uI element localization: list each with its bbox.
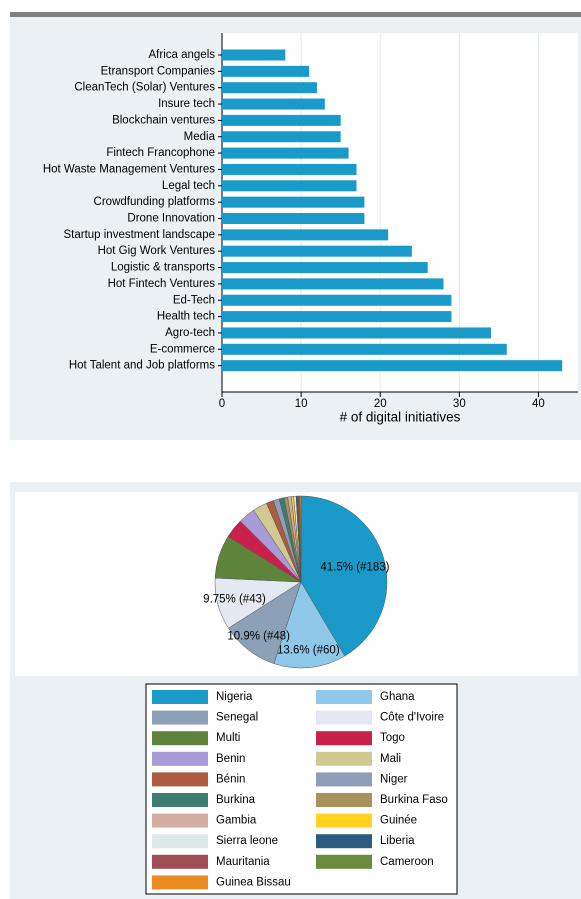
x-tick-label: 10 (295, 398, 308, 410)
legend-swatch (152, 751, 208, 766)
bar (222, 229, 389, 241)
legend-label: Senegal (216, 712, 258, 724)
legend-swatch (316, 793, 372, 807)
y-tick-label: Ed-Tech (173, 294, 215, 306)
y-tick-label: Insure tech (158, 98, 215, 110)
legend-label: Ghana (380, 691, 415, 703)
y-tick-label: Logistic & transports (111, 262, 215, 274)
bar (222, 65, 310, 77)
x-tick-label: 30 (453, 398, 466, 410)
bar (222, 49, 286, 61)
y-tick-label: Crowdfunding platforms (94, 196, 216, 208)
legend-label: Mali (380, 753, 401, 765)
legend-label: Benin (216, 753, 245, 765)
bar (222, 294, 452, 306)
pie-slice (299, 495, 302, 583)
y-tick-label: Hot Fintech Ventures (108, 278, 216, 290)
x-tick-label: 20 (374, 398, 387, 410)
slice-label: 9.75% (#43) (203, 594, 266, 606)
bar (222, 180, 357, 192)
x-tick-label: 40 (532, 398, 545, 410)
legend-label: Multi (216, 732, 240, 744)
slice-label: 41.5% (#183) (320, 561, 389, 573)
bar (222, 147, 349, 159)
legend-label: Liberia (380, 835, 415, 847)
legend-swatch (316, 690, 372, 704)
bar (222, 213, 365, 224)
legend-swatch (152, 834, 208, 849)
bar (222, 262, 428, 274)
bar (222, 245, 412, 257)
legend-label: Niger (380, 773, 408, 785)
legend-swatch (316, 731, 372, 746)
legend-swatch (316, 751, 372, 766)
bar (222, 360, 563, 372)
legend-label: Burkina (216, 794, 256, 806)
x-tick-label: 0 (219, 398, 225, 410)
y-tick-label: Africa angels (149, 49, 216, 61)
bar (222, 131, 341, 143)
legend-label: Mauritania (216, 856, 270, 868)
slice-label: 13.6% (#60) (277, 644, 340, 656)
pie-slice (300, 495, 388, 657)
bar (222, 278, 444, 290)
legend-swatch (152, 813, 208, 828)
y-tick-label: Drone Innovation (127, 213, 215, 225)
legend-swatch (152, 772, 208, 787)
y-tick-label: Hot Talent and Job platforms (69, 360, 215, 372)
bar (222, 343, 507, 355)
legend-label: Burkina Faso (380, 794, 448, 806)
bar (222, 82, 317, 94)
legend-label: Nigeria (216, 691, 253, 703)
y-tick-label: Blockchain ventures (112, 114, 215, 126)
y-tick-label: Hot Waste Management Ventures (43, 163, 215, 175)
y-tick-label: Health tech (157, 311, 215, 323)
legend-label: Bénin (216, 773, 245, 785)
bar (222, 98, 325, 110)
y-tick-label: Hot Gig Work Ventures (98, 245, 216, 257)
legend-label: Gambia (216, 815, 257, 827)
legend-swatch (316, 834, 372, 849)
bar (222, 163, 357, 175)
y-tick-label: Legal tech (162, 180, 215, 192)
legend-swatch (316, 710, 372, 725)
legend-swatch (316, 854, 372, 869)
legend-label: Cameroon (380, 856, 434, 868)
y-tick-label: Fintech Francophone (106, 147, 215, 159)
legend-swatch (152, 854, 208, 869)
legend-swatch (316, 772, 372, 787)
legend-label: Guinea Bissau (216, 876, 291, 888)
bar (222, 327, 491, 339)
legend-swatch (152, 731, 208, 746)
bar (222, 311, 452, 323)
legend-label: Côte d'Ivoire (380, 712, 444, 724)
legend-label: Sierra leone (216, 835, 278, 847)
legend-swatch (152, 875, 208, 890)
y-tick-label: Media (184, 131, 216, 143)
y-tick-label: Agro-tech (165, 327, 215, 339)
legend-swatch (152, 690, 208, 704)
y-tick-label: CleanTech (Solar) Ventures (74, 82, 215, 94)
y-tick-label: E-commerce (150, 343, 215, 355)
y-tick-label: Startup investment landscape (63, 229, 215, 241)
pie-slice (273, 581, 346, 669)
legend-swatch (152, 710, 208, 725)
bar (222, 196, 365, 208)
y-tick-label: Etransport Companies (101, 65, 216, 77)
top-bar (10, 12, 581, 17)
legend-label: Togo (380, 732, 405, 744)
legend-label: Guinée (380, 815, 417, 827)
slice-label: 10.9% (#48) (227, 630, 290, 642)
legend-swatch (316, 813, 372, 828)
x-axis-label: # of digital initiatives (340, 410, 461, 425)
bar (222, 114, 341, 126)
legend-swatch (152, 793, 208, 807)
